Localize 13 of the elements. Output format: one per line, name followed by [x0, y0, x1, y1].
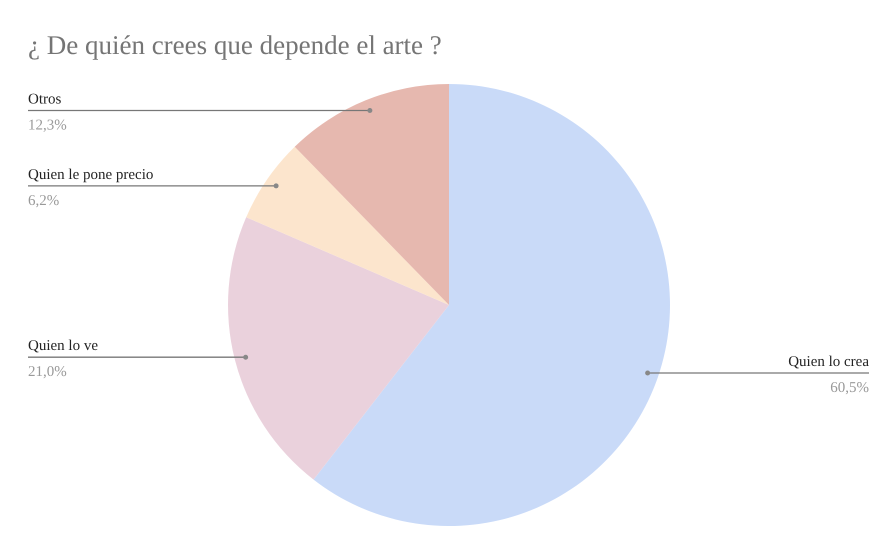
- slice-label: Quien le pone precio: [28, 166, 154, 183]
- data-label: 12,3%: [28, 118, 67, 134]
- slice-label: Otros: [28, 92, 62, 108]
- pie-slice: [228, 217, 449, 480]
- pie-slice: [294, 84, 449, 305]
- data-label: 21,0%: [28, 364, 67, 380]
- slice-label: Quien lo ve: [28, 338, 98, 354]
- pie-slice: [246, 146, 449, 305]
- slice-label: Quien lo crea: [788, 354, 870, 370]
- chart-title: ¿ De quién crees que depende el arte ?: [28, 30, 442, 61]
- data-label: 60,5%: [830, 380, 869, 396]
- pie-slice: [314, 84, 670, 526]
- data-label: 6,2%: [28, 192, 60, 209]
